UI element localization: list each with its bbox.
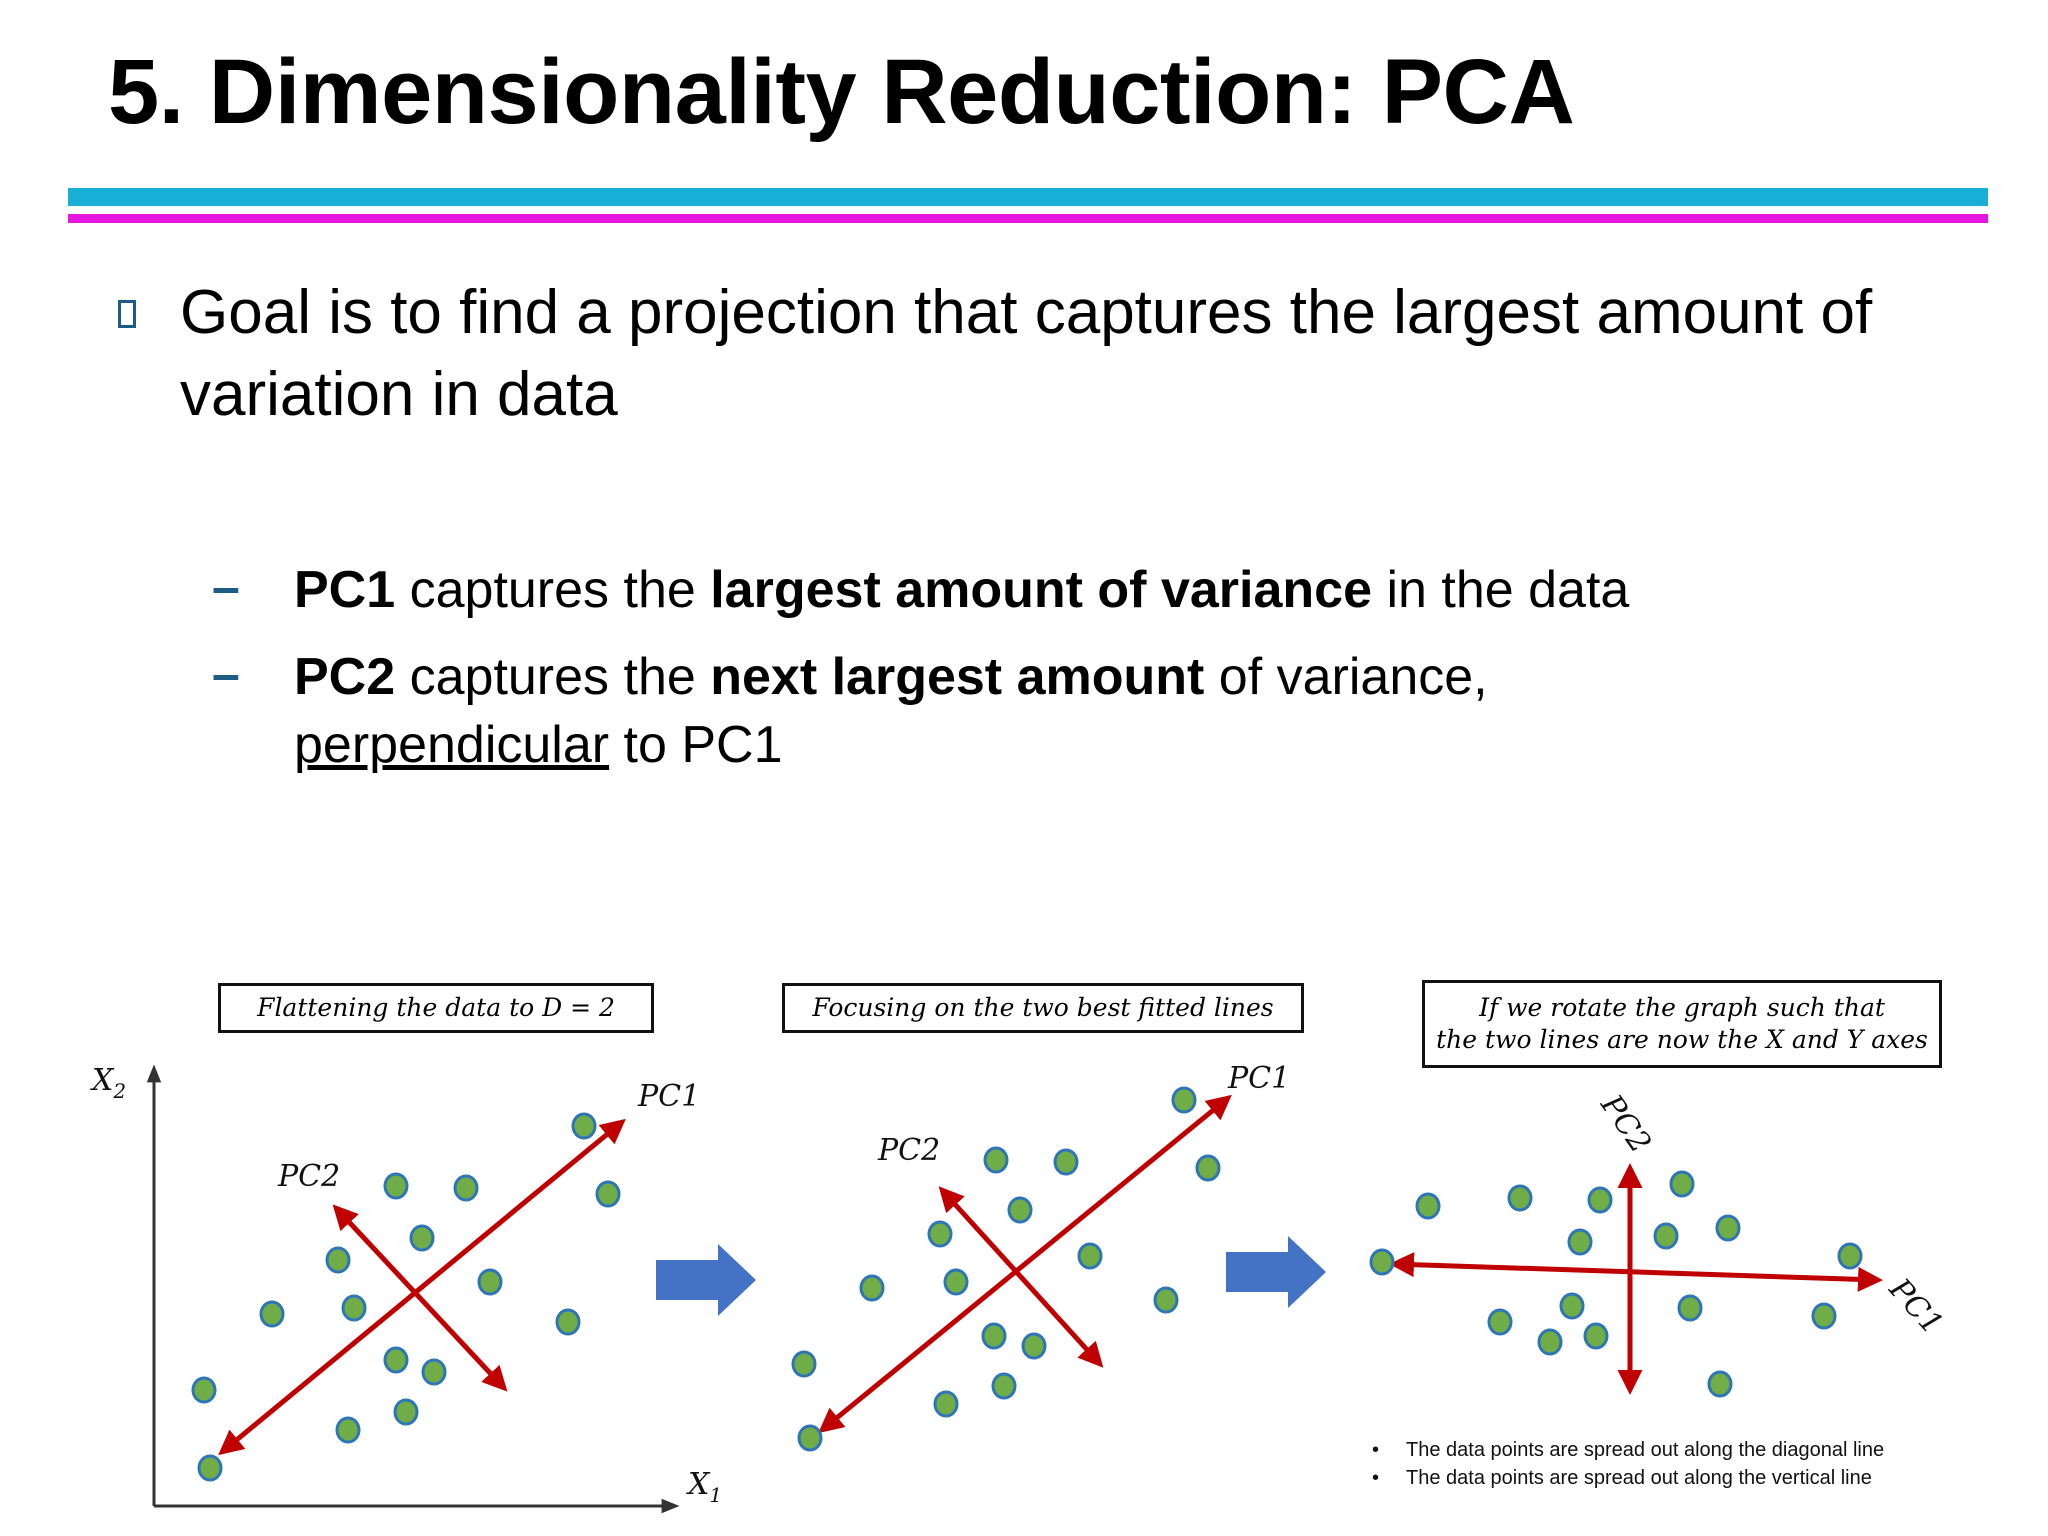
largest-variance-term: largest amount of variance [710, 561, 1372, 619]
goal-text: Goal is to find a projection that captur… [180, 278, 1873, 429]
title-divider-cyan [68, 188, 1988, 206]
sub2-text-b: of variance, [1204, 648, 1488, 706]
data-point [1537, 1328, 1563, 1356]
data-point [341, 1294, 367, 1322]
data-point [1171, 1086, 1197, 1114]
data-point [1559, 1292, 1585, 1320]
data-point [1487, 1308, 1513, 1336]
data-point [791, 1350, 817, 1378]
sub-bullet-pc1: PC1 captures the largest amount of varia… [294, 556, 1994, 624]
data-point [477, 1268, 503, 1296]
caption-rotate-line2: the two lines are now the X and Y axes [1436, 1025, 1928, 1054]
sub2-text-a: captures the [395, 648, 711, 706]
pc2-term: PC2 [294, 648, 396, 706]
pc1-term: PC1 [294, 561, 396, 619]
data-point [1369, 1248, 1395, 1276]
data-point [325, 1246, 351, 1274]
data-point [1811, 1302, 1837, 1330]
data-point [335, 1416, 361, 1444]
data-point [1021, 1332, 1047, 1360]
pc1-label: PC1 [637, 1079, 700, 1114]
data-points [191, 1086, 1863, 1482]
flow-arrow-icon [1226, 1236, 1326, 1308]
data-point [1587, 1186, 1613, 1214]
data-point [1715, 1214, 1741, 1242]
note-vertical: The data points are spread out along the… [1372, 1464, 1884, 1492]
data-point [927, 1220, 953, 1248]
x-axis-label: X1 [686, 1467, 722, 1507]
dash-bullet-icon: – [212, 559, 240, 615]
caption-focusing: Focusing on the two best fitted lines [782, 983, 1304, 1033]
bullet-square-icon [118, 300, 136, 328]
data-point [983, 1146, 1009, 1174]
pc1-arrow [1389, 1252, 1883, 1292]
data-point [1669, 1170, 1695, 1198]
data-point [421, 1358, 447, 1386]
data-point [453, 1174, 479, 1202]
note-diagonal: The data points are spread out along the… [1372, 1436, 1884, 1464]
data-point [1153, 1286, 1179, 1314]
caption-flattening: Flattening the data to D = 2 [218, 983, 654, 1033]
pc2-label: PC2 [877, 1133, 940, 1168]
caption-rotate-line1: If we rotate the graph such that [1479, 993, 1885, 1022]
y-axis-label: X2 [90, 1063, 126, 1103]
data-point [1007, 1196, 1033, 1224]
data-point [1583, 1322, 1609, 1350]
data-point [259, 1300, 285, 1328]
sub1-text-b: in the data [1372, 561, 1630, 619]
data-point [393, 1398, 419, 1426]
data-point [1077, 1242, 1103, 1270]
data-point [1507, 1184, 1533, 1212]
data-point [933, 1390, 959, 1418]
data-point [1415, 1192, 1441, 1220]
sub-bullet-pc2: PC2 captures the next largest amount of … [294, 643, 1994, 779]
sub1-text-a: captures the [395, 561, 711, 619]
data-point [1567, 1228, 1593, 1256]
data-point [409, 1224, 435, 1252]
data-point [859, 1274, 885, 1302]
caption-rotate: If we rotate the graph such that the two… [1422, 980, 1942, 1068]
figure-notes: The data points are spread out along the… [1372, 1436, 1884, 1492]
data-point [1053, 1148, 1079, 1176]
data-point [1707, 1370, 1733, 1398]
next-largest-term: next largest amount [710, 648, 1205, 706]
pc1-label: PC1 [1881, 1271, 1949, 1341]
perpendicular-term: perpendicular [294, 716, 610, 774]
data-point [595, 1180, 621, 1208]
sub2-text-c: to PC1 [609, 716, 783, 774]
data-point [1837, 1242, 1863, 1270]
flow-arrow-icon [656, 1244, 756, 1316]
pc2-label: PC2 [1593, 1088, 1658, 1160]
data-point [197, 1454, 223, 1482]
data-point [383, 1346, 409, 1374]
data-point [943, 1268, 969, 1296]
slide-title: 5. Dimensionality Reduction: PCA [108, 41, 1575, 143]
dash-bullet-icon: – [212, 646, 240, 702]
data-point [191, 1376, 217, 1404]
pc2-arrow [938, 1186, 1104, 1368]
data-point [797, 1424, 823, 1452]
pc1-label: PC1 [1227, 1061, 1290, 1096]
data-point [571, 1112, 597, 1140]
title-divider-magenta [68, 214, 1988, 223]
pc2-label: PC2 [277, 1159, 340, 1194]
data-point [1677, 1294, 1703, 1322]
data-point [383, 1172, 409, 1200]
pc2-arrow [332, 1204, 508, 1392]
data-point [555, 1308, 581, 1336]
data-point [1653, 1222, 1679, 1250]
data-point [981, 1322, 1007, 1350]
data-point [1195, 1154, 1221, 1182]
data-point [991, 1372, 1017, 1400]
